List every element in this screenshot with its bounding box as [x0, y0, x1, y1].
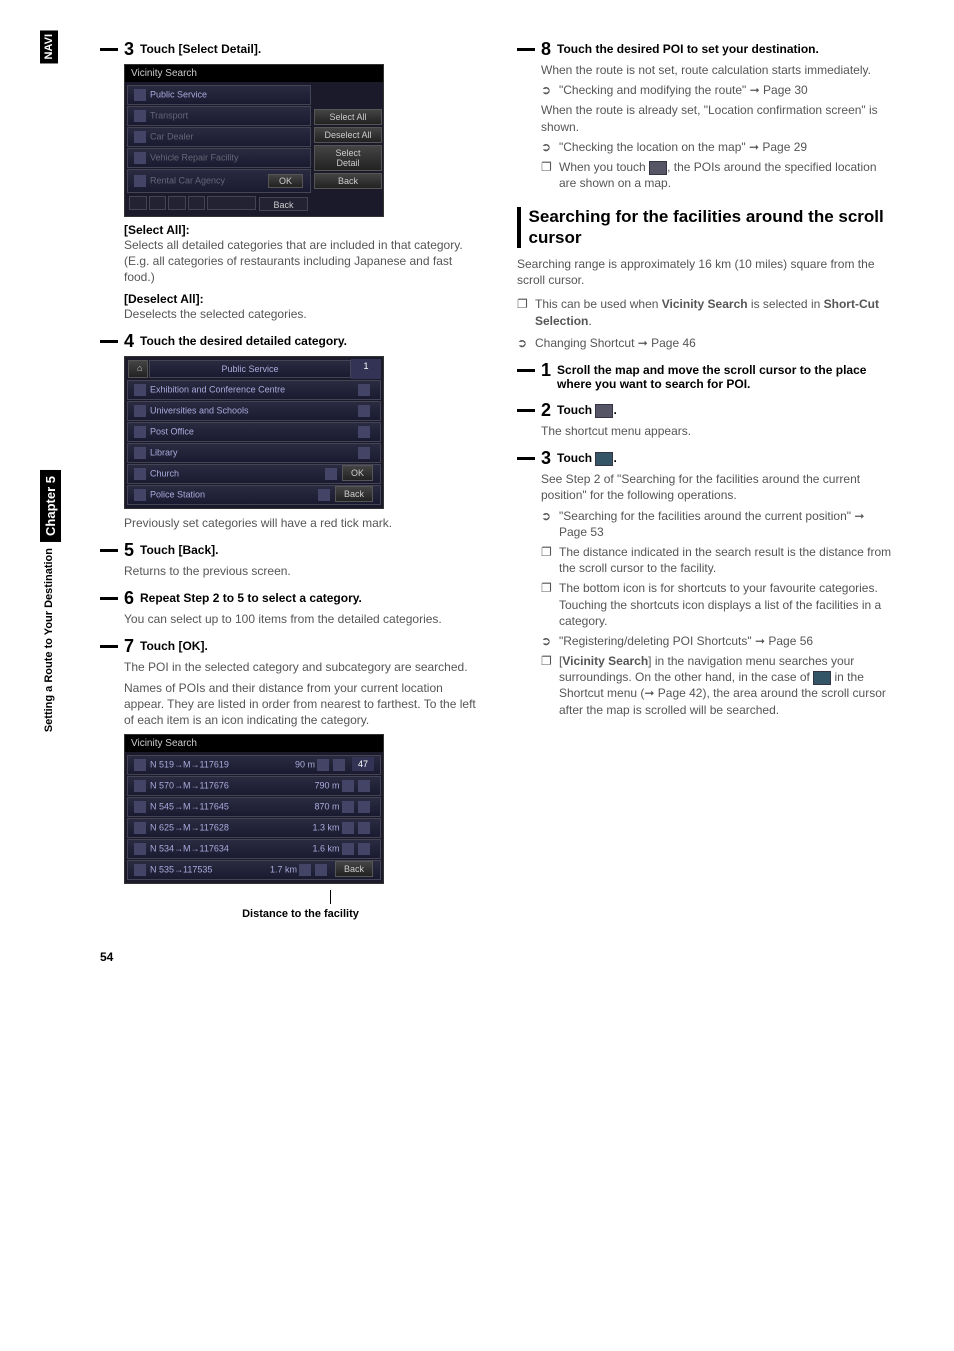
- bullet-item: ➲"Checking the location on the map" ➞ Pa…: [541, 139, 894, 155]
- section-heading: Searching for the facilities around the …: [517, 207, 894, 248]
- step-3r-body: See Step 2 of "Searching for the facilit…: [541, 471, 894, 503]
- step-7-body2: Names of POIs and their distance from yo…: [124, 680, 477, 729]
- right-column: 8 Touch the desired POI to set your dest…: [517, 30, 894, 964]
- step-7: 7 Touch [OK].: [100, 637, 477, 655]
- vicinity-icon: [813, 671, 831, 685]
- step-1r-num: 1: [541, 361, 551, 379]
- ss2-item: Exhibition and Conference Centre: [127, 380, 381, 400]
- step-2r-text: Touch .: [557, 401, 617, 418]
- ss3-row: N 545→M→117645870 m: [127, 797, 381, 817]
- ss3-title: Vicinity Search: [125, 735, 383, 752]
- deselect-all-head: [Deselect All]:: [124, 292, 477, 306]
- ss2-item: ChurchOK: [127, 464, 381, 484]
- bullet-item: ➲"Searching for the facilities around th…: [541, 508, 894, 540]
- page-number: 54: [100, 950, 477, 964]
- step-5-body: Returns to the previous screen.: [124, 563, 477, 579]
- ss3-row: N 534→M→1176341.6 km: [127, 839, 381, 859]
- ss1-item: Vehicle Repair Facility: [127, 148, 311, 168]
- side-setting-label: Setting a Route to Your Destination: [40, 542, 58, 738]
- step-6-num: 6: [124, 589, 134, 607]
- bullet-item: ➲"Registering/deleting POI Shortcuts" ➞ …: [541, 633, 894, 649]
- ss1-item: Transport: [127, 106, 311, 126]
- step-2r-num: 2: [541, 401, 551, 419]
- step-4-text: Touch the desired detailed category.: [140, 332, 347, 348]
- ss1-item: Public Service: [127, 85, 311, 105]
- side-navi-label: NAVI: [40, 30, 58, 63]
- step-7-num: 7: [124, 637, 134, 655]
- ss2-item: Post Office: [127, 422, 381, 442]
- step-8-num: 8: [541, 40, 551, 58]
- bullet-item: ❐The distance indicated in the search re…: [541, 544, 894, 576]
- step-3-text: Touch [Select Detail].: [140, 40, 261, 56]
- bullet-item: ❐When you touch , the POIs around the sp…: [541, 159, 894, 191]
- step-6: 6 Repeat Step 2 to 5 to select a categor…: [100, 589, 477, 607]
- ss1-item: Rental Car AgencyOK: [127, 169, 311, 193]
- ss1-bottom-icons: Back: [127, 194, 311, 214]
- deselect-all-body: Deselects the selected categories.: [124, 306, 477, 322]
- step-5-text: Touch [Back].: [140, 541, 218, 557]
- shortcut-menu-icon: [595, 404, 613, 418]
- step-3r: 3 Touch .: [517, 449, 894, 467]
- screenshot-public-service: ⌂Public Service1 Exhibition and Conferen…: [124, 356, 384, 509]
- step-4-after: Previously set categories will have a re…: [124, 515, 477, 531]
- step-7-body1: The POI in the selected category and sub…: [124, 659, 477, 675]
- screenshot-vicinity-search-results: Vicinity Search N 519→M→11761990 m 47 N …: [124, 734, 384, 884]
- vicinity-icon: [595, 452, 613, 466]
- ss1-title: Vicinity Search: [125, 65, 383, 82]
- step-2r-body: The shortcut menu appears.: [541, 423, 894, 439]
- select-all-head: [Select All]:: [124, 223, 477, 237]
- step-8-text: Touch the desired POI to set your destin…: [557, 40, 819, 56]
- ss1-btn: Select All: [314, 109, 382, 125]
- step-4: 4 Touch the desired detailed category.: [100, 332, 477, 350]
- left-column: 3 Touch [Select Detail]. Vicinity Search…: [100, 30, 477, 964]
- step-8-body1: When the route is not set, route calcula…: [541, 62, 894, 78]
- ss1-btn: Deselect All: [314, 127, 382, 143]
- bullet-item: ➲Changing Shortcut ➞ Page 46: [517, 335, 894, 351]
- intro-text: Searching range is approximately 16 km (…: [517, 256, 894, 288]
- step-6-body: You can select up to 100 items from the …: [124, 611, 477, 627]
- ss2-item: Library: [127, 443, 381, 463]
- ss1-btn: Select Detail: [314, 145, 382, 171]
- step-2r: 2 Touch .: [517, 401, 894, 419]
- poi-map-icon: [649, 161, 667, 175]
- ss1-btn: Back: [314, 173, 382, 189]
- step-5-num: 5: [124, 541, 134, 559]
- ss1-item: Car Dealer: [127, 127, 311, 147]
- bullet-item: ❐The bottom icon is for shortcuts to you…: [541, 580, 894, 629]
- bullet-item: ❐This can be used when Vicinity Search i…: [517, 296, 894, 328]
- step-marker: [100, 48, 118, 51]
- step-7-text: Touch [OK].: [140, 637, 208, 653]
- ss2-item: Police StationBack: [127, 485, 381, 505]
- ss3-row: N 519→M→11761990 m 47: [127, 755, 381, 775]
- bullet-item: ➲"Checking and modifying the route" ➞ Pa…: [541, 82, 894, 98]
- step-3-num: 3: [124, 40, 134, 58]
- step-6-text: Repeat Step 2 to 5 to select a category.: [140, 589, 362, 605]
- step-3r-text: Touch .: [557, 449, 617, 466]
- screenshot-vicinity-search-1: Vicinity Search Public Service Transport…: [124, 64, 384, 217]
- side-chapter-label: Chapter 5: [40, 470, 61, 542]
- bullet-item: ❐[Vicinity Search] in the navigation men…: [541, 653, 894, 718]
- side-navi-tab: NAVI: [40, 30, 70, 63]
- ss3-caption: Distance to the facility: [124, 908, 477, 920]
- ss3-row: N 570→M→117676790 m: [127, 776, 381, 796]
- step-8-body2: When the route is already set, "Location…: [541, 102, 894, 134]
- step-5: 5 Touch [Back].: [100, 541, 477, 559]
- step-8: 8 Touch the desired POI to set your dest…: [517, 40, 894, 58]
- heading-text: Searching for the facilities around the …: [529, 207, 894, 248]
- step-3: 3 Touch [Select Detail].: [100, 40, 477, 58]
- select-all-body: Selects all detailed categories that are…: [124, 237, 477, 286]
- step-4-num: 4: [124, 332, 134, 350]
- step-1r: 1 Scroll the map and move the scroll cur…: [517, 361, 894, 391]
- side-chapter-tab: Chapter 5 Setting a Route to Your Destin…: [40, 470, 70, 738]
- step-3r-num: 3: [541, 449, 551, 467]
- ss2-item: Universities and Schools: [127, 401, 381, 421]
- ss3-row: N 625→M→1176281.3 km: [127, 818, 381, 838]
- step-1r-text: Scroll the map and move the scroll curso…: [557, 361, 894, 391]
- ss3-row: N 535→1175351.7 km Back: [127, 860, 381, 880]
